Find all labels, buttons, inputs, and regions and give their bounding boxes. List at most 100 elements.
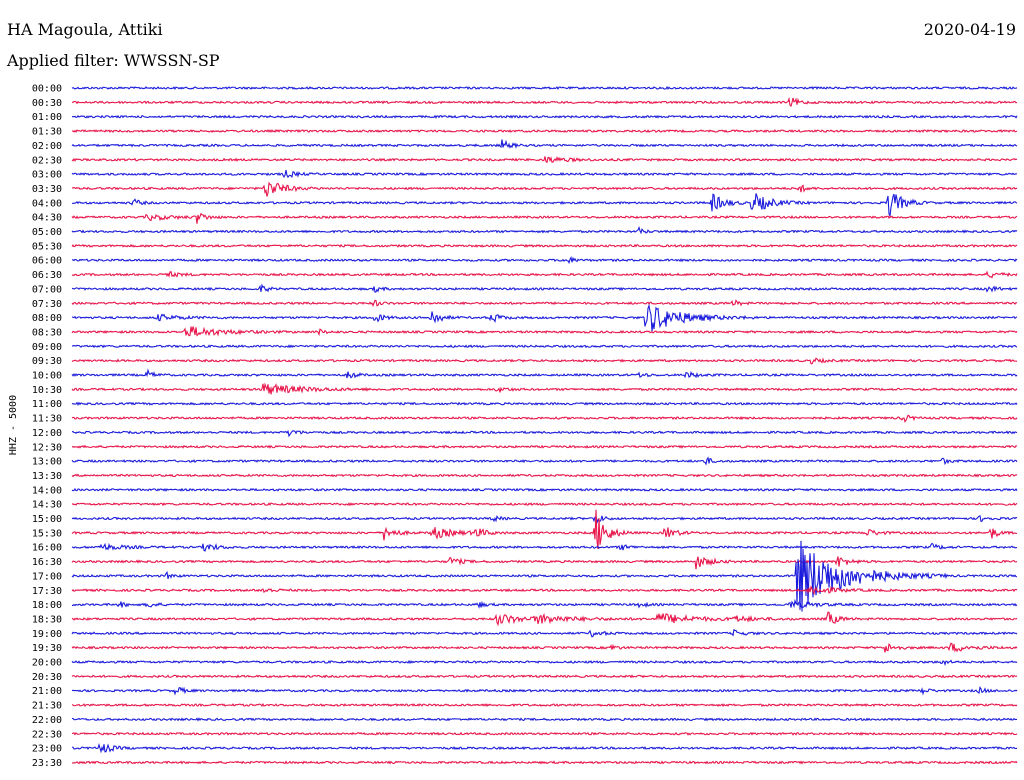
time-label-0330: 03:30 <box>32 184 62 195</box>
time-label-1700: 17:00 <box>32 571 62 582</box>
trace-0330 <box>71 181 1018 197</box>
trace-0930 <box>71 357 1018 365</box>
trace-0900 <box>71 344 1018 349</box>
trace-0730 <box>71 299 1018 308</box>
time-label-1900: 19:00 <box>32 629 62 640</box>
trace-1400 <box>71 487 1018 492</box>
trace-1630 <box>71 556 1018 570</box>
trace-1200 <box>71 429 1018 438</box>
trace-1700 <box>71 540 1018 612</box>
time-label-1330: 13:30 <box>32 471 62 482</box>
time-label-0900: 09:00 <box>32 342 62 353</box>
trace-0630 <box>71 270 1018 279</box>
time-label-1200: 12:00 <box>32 428 62 439</box>
time-label-0500: 05:00 <box>32 227 62 238</box>
trace-1900 <box>71 628 1018 638</box>
time-label-2030: 20:30 <box>32 672 62 683</box>
time-label-0230: 02:30 <box>32 155 62 166</box>
time-label-2200: 22:00 <box>32 715 62 726</box>
trace-0100 <box>71 114 1018 119</box>
time-label-0430: 04:30 <box>32 213 62 224</box>
channel-label: HHZ - 5000 <box>8 395 19 455</box>
trace-1130 <box>71 414 1018 423</box>
trace-0230 <box>71 156 1018 164</box>
trace-0830 <box>71 326 1018 337</box>
time-label-0600: 06:00 <box>32 256 62 267</box>
trace-2100 <box>71 686 1018 696</box>
filter-label: Applied filter: WWSSN-SP <box>7 51 220 70</box>
trace-1830 <box>71 611 1018 627</box>
trace-0030 <box>71 96 1018 108</box>
time-label-2330: 23:30 <box>32 758 62 769</box>
trace-1530 <box>71 509 1018 549</box>
time-label-0100: 01:00 <box>32 112 62 123</box>
trace-1330 <box>71 473 1018 478</box>
trace-0430 <box>71 212 1018 224</box>
trace-0000 <box>71 85 1018 91</box>
trace-0800 <box>71 303 1018 332</box>
plot-date: 2020-04-19 <box>923 20 1016 39</box>
trace-0700 <box>71 283 1018 293</box>
time-label-1630: 16:30 <box>32 557 62 568</box>
time-label-2230: 22:30 <box>32 729 62 740</box>
trace-1100 <box>71 401 1018 406</box>
time-label-1930: 19:30 <box>32 643 62 654</box>
time-label-0930: 09:30 <box>32 356 62 367</box>
trace-1000 <box>71 368 1018 379</box>
trace-2000 <box>71 659 1018 666</box>
time-label-2130: 21:30 <box>32 701 62 712</box>
trace-0530 <box>71 243 1018 248</box>
time-label-2300: 23:00 <box>32 744 62 755</box>
time-label-1130: 11:30 <box>32 414 62 425</box>
time-label-1600: 16:00 <box>32 543 62 554</box>
trace-0400 <box>72 193 1018 219</box>
trace-1300 <box>71 456 1018 466</box>
time-label-0400: 04:00 <box>32 198 62 209</box>
time-label-2000: 20:00 <box>32 658 62 669</box>
trace-1800 <box>71 598 1018 609</box>
trace-0130 <box>71 128 1018 134</box>
trace-1230 <box>71 444 1018 449</box>
trace-2330 <box>71 760 1018 765</box>
time-label-2100: 21:00 <box>32 686 62 697</box>
trace-2230 <box>71 731 1018 736</box>
time-label-1300: 13:00 <box>32 457 62 468</box>
trace-0200 <box>71 139 1018 149</box>
time-label-0030: 00:30 <box>32 98 62 109</box>
trace-group <box>71 85 1018 765</box>
trace-1030 <box>71 382 1018 395</box>
trace-1600 <box>71 542 1018 552</box>
time-label-0630: 06:30 <box>32 270 62 281</box>
time-label-1830: 18:30 <box>32 614 62 625</box>
trace-1430 <box>71 502 1018 507</box>
time-label-1430: 14:30 <box>32 500 62 511</box>
time-label-0800: 08:00 <box>32 313 62 324</box>
trace-2030 <box>71 674 1018 679</box>
trace-1930 <box>71 642 1018 653</box>
time-label-0530: 05:30 <box>32 241 62 252</box>
time-label-0200: 02:00 <box>32 141 62 152</box>
time-tick-labels: 00:00 00:30 01:00 01:30 02:00 02:30 03:00 03:30… <box>32 84 62 769</box>
trace-0300 <box>71 169 1018 179</box>
time-label-1400: 14:00 <box>32 485 62 496</box>
time-label-0730: 07:30 <box>32 299 62 310</box>
trace-1730 <box>71 585 1018 596</box>
time-label-1000: 10:00 <box>32 371 62 382</box>
station-title: HA Magoula, Attiki <box>7 20 163 39</box>
time-label-0300: 03:00 <box>32 170 62 181</box>
time-label-0130: 01:30 <box>32 127 62 138</box>
time-label-0700: 07:00 <box>32 284 62 295</box>
time-label-1500: 15:00 <box>32 514 62 525</box>
time-label-1730: 17:30 <box>32 586 62 597</box>
trace-0600 <box>71 256 1018 265</box>
time-label-0000: 00:00 <box>32 84 62 95</box>
time-label-1030: 10:30 <box>32 385 62 396</box>
time-label-1100: 11:00 <box>32 399 62 410</box>
time-label-1230: 12:30 <box>32 442 62 453</box>
trace-2130 <box>71 702 1018 708</box>
time-label-1530: 15:30 <box>32 528 62 539</box>
trace-1500 <box>71 515 1018 525</box>
trace-2300 <box>71 743 1018 754</box>
trace-0500 <box>71 225 1018 235</box>
